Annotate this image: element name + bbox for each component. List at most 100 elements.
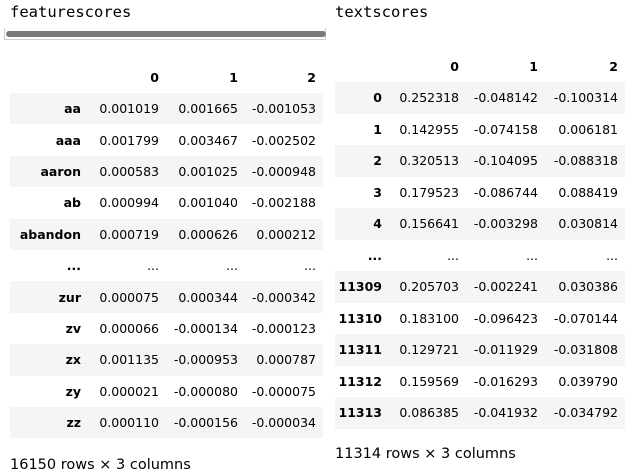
cell-col-1: -0.048142: [473, 90, 538, 106]
cell-col-0: 0.001019: [99, 101, 159, 117]
cell-col-2: 0.000212: [256, 226, 316, 242]
table-row: 1 0.142955 -0.074158 0.006181: [335, 113, 625, 145]
code-cell-textscores: textscores: [335, 3, 429, 21]
index-header: [10, 62, 88, 93]
cell-col-0: 0.000583: [99, 163, 159, 179]
cell-col-2: -0.002188: [251, 195, 316, 211]
cell-col-0: 0.159569: [399, 373, 459, 389]
table-row: zx 0.001135 -0.000953 0.000787: [10, 344, 323, 376]
column-header-0: 0: [450, 59, 459, 74]
table-row: zv 0.000066 -0.000134 -0.000123: [10, 312, 323, 345]
cell-col-1: -0.104095: [473, 153, 538, 169]
table-row: aaron 0.000583 0.001025 -0.000948: [10, 155, 323, 188]
cell-col-1: -0.041932: [473, 405, 538, 421]
table-row: 11309 0.205703 -0.002241 0.030386: [335, 271, 625, 303]
cell-col-1: ...: [226, 258, 238, 274]
row-index-label: zur: [58, 289, 81, 305]
table-row: zz 0.000110 -0.000156 -0.000034: [10, 406, 323, 439]
row-index-label: aaa: [55, 132, 81, 148]
code-cell-featurescores: featurescores: [10, 3, 132, 21]
cell-col-1: -0.002241: [473, 279, 538, 295]
cell-col-2: ...: [606, 247, 618, 263]
cell-col-2: -0.000075: [251, 383, 316, 399]
table-row: ............: [335, 239, 625, 271]
cell-col-0: ...: [447, 247, 459, 263]
cell-col-0: 0.000075: [99, 289, 159, 305]
row-index-label: zy: [65, 383, 81, 399]
cell-col-2: 0.030386: [558, 279, 618, 295]
column-header-1: 1: [229, 70, 238, 85]
row-index-label: 11312: [338, 373, 383, 389]
cell-col-1: -0.000080: [173, 383, 238, 399]
cell-col-1: -0.016293: [473, 373, 538, 389]
cell-col-2: 0.000787: [256, 352, 316, 368]
table-row: ............: [10, 249, 323, 282]
cell-col-0: 0.179523: [399, 184, 459, 200]
table-row: ab 0.000994 0.001040 -0.002188: [10, 187, 323, 219]
cell-col-1: -0.074158: [473, 121, 538, 137]
table-row: zy 0.000021 -0.000080 -0.000075: [10, 375, 323, 407]
cell-col-0: 0.001799: [99, 132, 159, 148]
row-index-label: ...: [367, 247, 382, 263]
cell-col-2: -0.000948: [251, 163, 316, 179]
row-index-label: ...: [66, 258, 81, 274]
cell-col-0: 0.000110: [99, 415, 159, 431]
row-index-label: 4: [373, 216, 382, 232]
row-index-label: 11311: [338, 342, 383, 358]
cell-col-2: -0.070144: [553, 310, 618, 326]
textscores-dataframe: 0 1 2 0 0.252318 -0.048142 -0.100314 1 0.1429…: [335, 51, 625, 429]
table-row: 3 0.179523 -0.086744 0.088419: [335, 176, 625, 208]
row-index-label: zz: [66, 415, 81, 431]
column-header-0: 0: [150, 70, 159, 85]
cell-col-1: -0.000134: [173, 320, 238, 336]
cell-col-1: 0.001665: [178, 101, 238, 117]
cell-col-2: 0.039790: [558, 373, 618, 389]
cell-col-2: -0.000342: [251, 289, 316, 305]
column-header-2: 2: [307, 70, 316, 85]
table-row: 11312 0.159569 -0.016293 0.039790: [335, 365, 625, 397]
cell-col-1: 0.003467: [178, 132, 238, 148]
row-index-label: zx: [65, 352, 81, 368]
cell-col-0: ...: [147, 258, 159, 274]
row-index-label: 3: [373, 184, 382, 200]
cell-col-2: 0.030814: [558, 216, 618, 232]
cell-col-0: 0.000021: [99, 383, 159, 399]
table-row: 11310 0.183100 -0.096423 -0.070144: [335, 302, 625, 334]
table-row: abandon 0.000719 0.000626 0.000212: [10, 218, 323, 250]
cell-col-0: 0.320513: [399, 153, 459, 169]
row-index-label: ab: [63, 195, 81, 211]
featurescores-dataframe: 0 1 2 aa 0.001019 0.001665 -0.001053 aaa 0.00…: [10, 62, 323, 439]
table-row: 11313 0.086385 -0.041932 -0.034792: [335, 397, 625, 429]
table-row: 0 0.252318 -0.048142 -0.100314: [335, 82, 625, 114]
cell-col-1: 0.000344: [178, 289, 238, 305]
row-index-label: 2: [373, 153, 382, 169]
cell-col-0: 0.086385: [399, 405, 459, 421]
cell-col-2: -0.002502: [251, 132, 316, 148]
cell-col-2: 0.088419: [558, 184, 618, 200]
cell-col-1: -0.096423: [473, 310, 538, 326]
row-index-label: aaron: [40, 163, 81, 179]
horizontal-scrollbar[interactable]: [6, 31, 326, 37]
header-row: 0 1 2: [335, 51, 625, 82]
cell-col-2: -0.001053: [251, 101, 316, 117]
cell-col-0: 0.183100: [399, 310, 459, 326]
cell-col-2: -0.100314: [553, 90, 618, 106]
cell-col-2: -0.031808: [553, 342, 618, 358]
cell-col-1: -0.011929: [473, 342, 538, 358]
dataframe-shape-caption: 11314 rows × 3 columns: [335, 446, 516, 462]
cell-col-2: -0.000123: [251, 320, 316, 336]
cell-col-0: 0.129721: [399, 342, 459, 358]
row-index-label: 11309: [338, 279, 383, 295]
table-row: zur 0.000075 0.000344 -0.000342: [10, 281, 323, 313]
row-index-label: aa: [64, 101, 81, 117]
cell-col-1: 0.001025: [178, 163, 238, 179]
table-row: 2 0.320513 -0.104095 -0.088318: [335, 145, 625, 177]
cell-col-2: ...: [304, 258, 316, 274]
cell-col-1: -0.000953: [173, 352, 238, 368]
dataframe-shape-caption: 16150 rows × 3 columns: [10, 457, 191, 473]
row-index-label: zv: [65, 320, 81, 336]
cell-col-1: ...: [526, 247, 538, 263]
cell-col-0: 0.000066: [99, 320, 159, 336]
row-index-label: 0: [373, 90, 382, 106]
cell-col-1: -0.000156: [173, 415, 238, 431]
